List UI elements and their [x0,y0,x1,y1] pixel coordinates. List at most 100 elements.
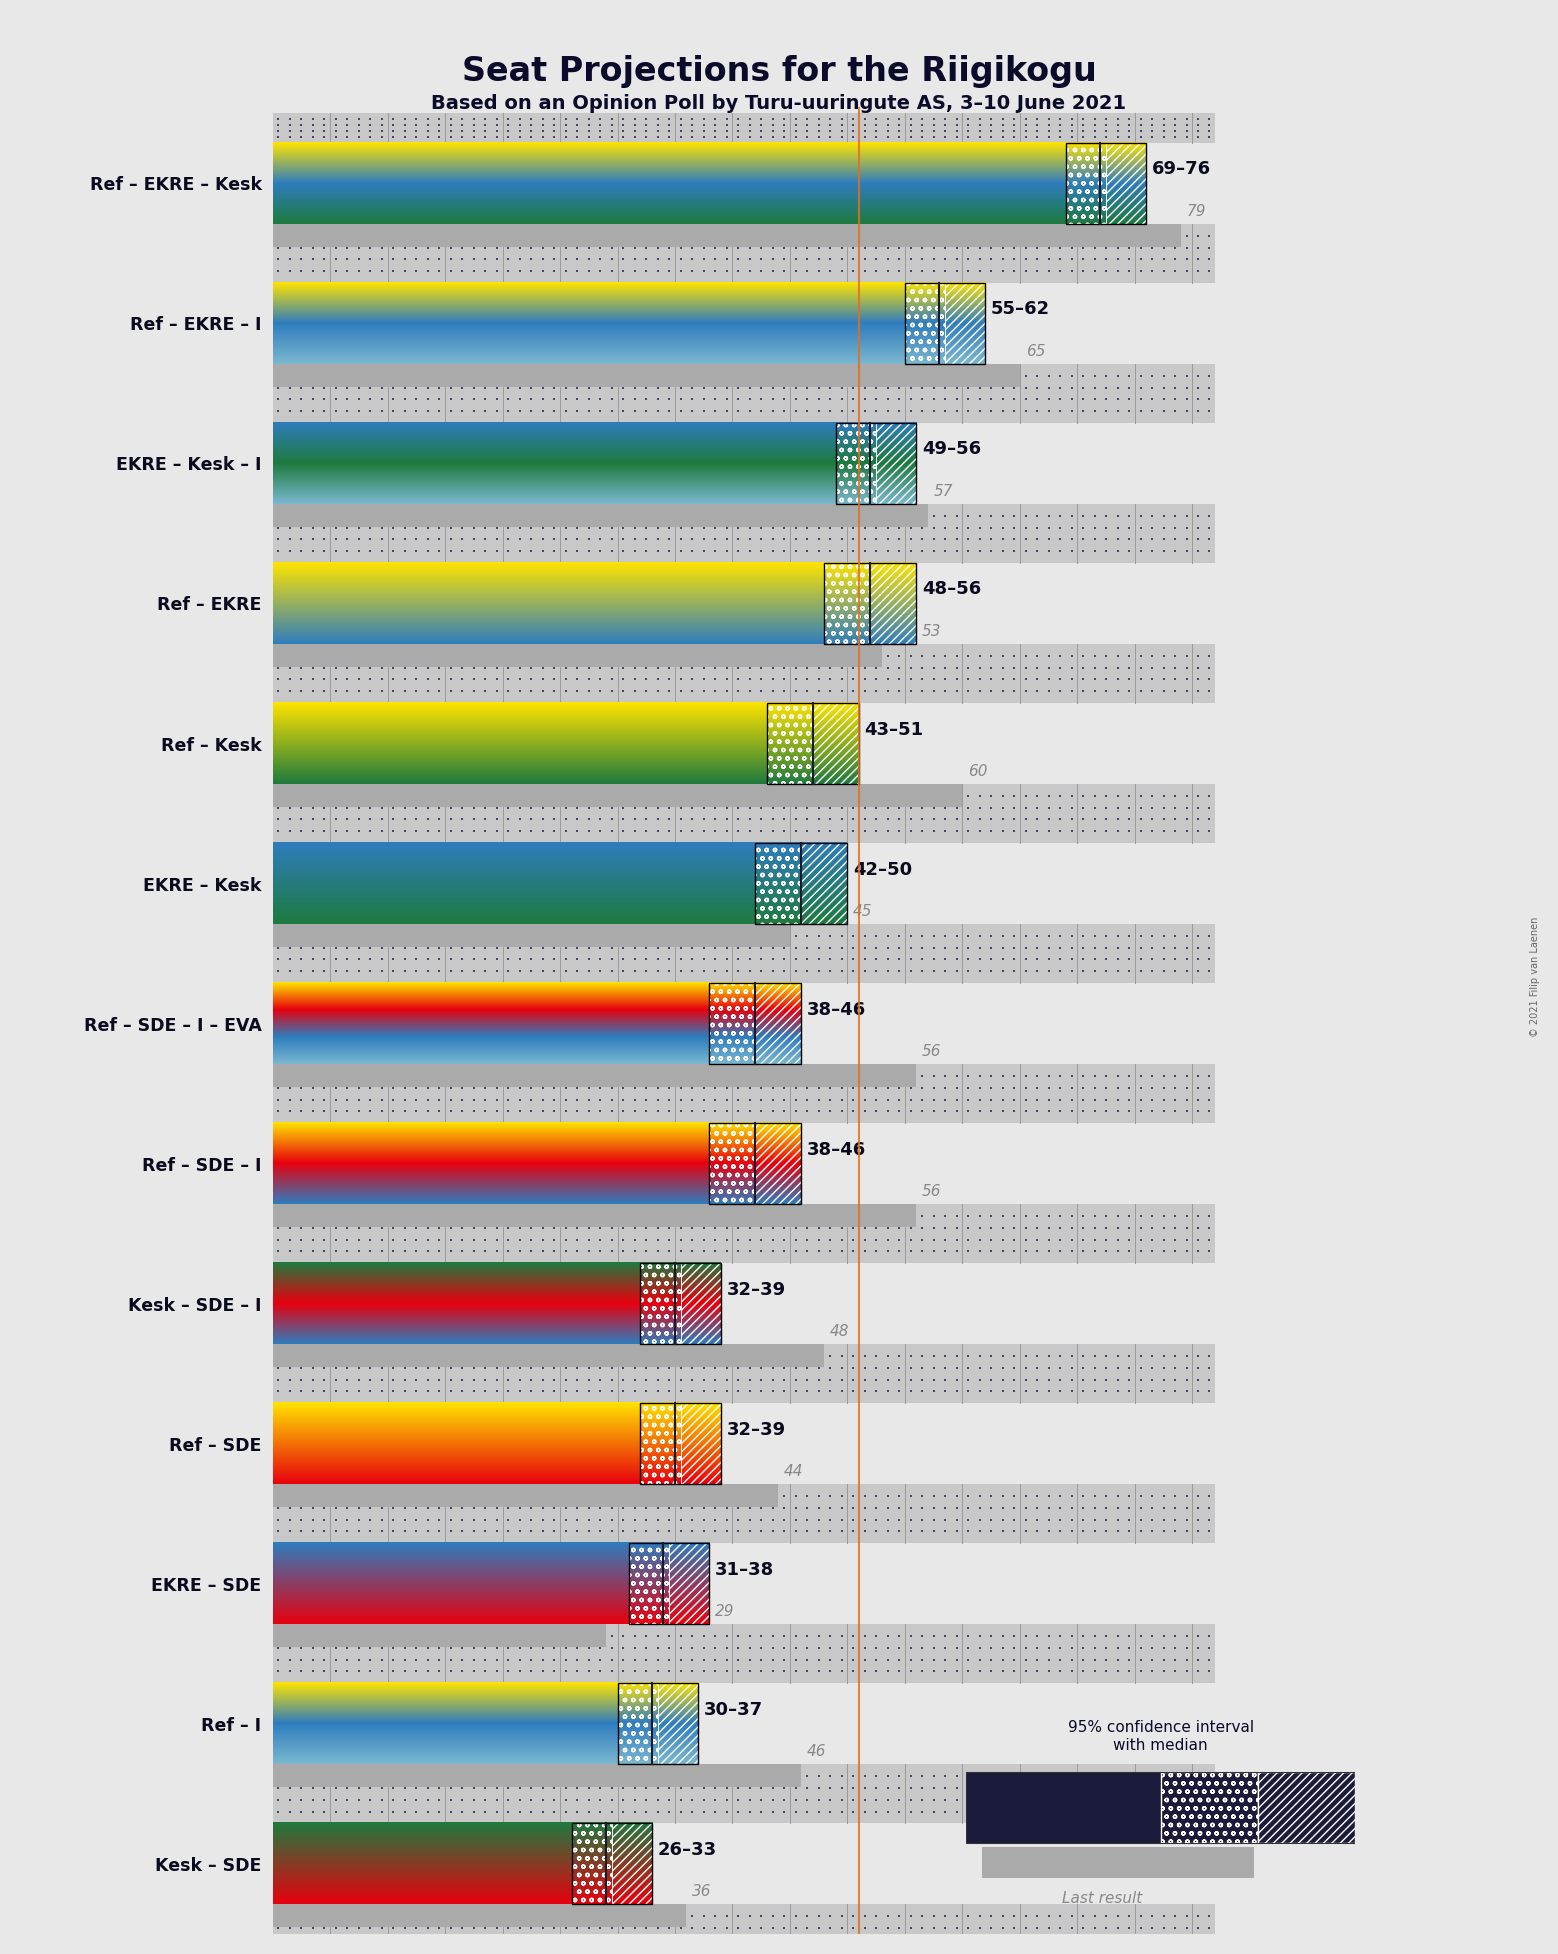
Point [416,664,441,696]
Point [450,1655,475,1686]
Point [416,1913,441,1944]
Point [852,1761,877,1792]
Point [933,1655,958,1686]
Point [266,1073,291,1104]
Bar [273,924,790,948]
Point [1083,956,1108,987]
Point [266,1936,291,1954]
Point [1002,1925,1027,1954]
Point [863,1352,888,1383]
Point [553,1505,578,1536]
Text: 49–56: 49–56 [922,440,982,459]
Point [784,1784,809,1815]
Point [726,244,751,276]
Point [657,233,682,264]
Point [358,1200,383,1231]
Point [1105,664,1130,696]
Point [795,1493,820,1524]
Point [1117,1340,1142,1372]
Point [358,1761,383,1792]
Point [438,1200,463,1231]
Point [784,1936,809,1954]
Point [472,1235,497,1266]
Point [312,233,337,264]
Point [495,920,520,952]
Point [288,920,313,952]
Point [1117,244,1142,276]
Point [749,1655,774,1686]
Point [485,1772,509,1804]
Point [863,1516,888,1548]
Point [852,535,877,567]
Point [760,676,785,707]
Point [933,1901,958,1933]
Point [703,500,728,531]
Point [1002,233,1027,264]
Point [841,664,866,696]
Point [1013,1493,1038,1524]
Point [495,780,520,811]
Point [1175,104,1200,135]
Point [829,109,854,141]
Point [472,1376,497,1407]
Point [955,676,980,707]
Point [324,383,349,414]
Point [795,1376,820,1407]
Point [955,1796,980,1827]
Point [622,233,647,264]
Point [863,1796,888,1827]
Point [668,1936,693,1954]
Point [1047,1761,1072,1792]
Point [1083,664,1108,696]
Point [1002,1516,1027,1548]
Point [1175,1643,1200,1675]
Point [760,115,785,147]
Point [393,1340,418,1372]
Point [760,641,785,672]
Point [416,1073,441,1104]
Point [726,932,751,963]
Point [1151,1223,1176,1254]
Point [921,383,946,414]
Point [703,104,728,135]
Point [1128,944,1153,975]
Point [1036,1235,1061,1266]
Point [978,1352,1003,1383]
Point [566,920,590,952]
Point [1139,1235,1164,1266]
Point [1047,1073,1072,1104]
Point [944,1061,969,1092]
Point [1025,535,1050,567]
Bar [273,225,1181,246]
Point [485,395,509,426]
Point [312,1796,337,1827]
Point [1197,653,1221,684]
Point [1175,920,1200,952]
Point [829,1772,854,1804]
Point [1025,1493,1050,1524]
Point [542,109,567,141]
Point [301,1620,326,1651]
Point [530,395,555,426]
Point [301,956,326,987]
Point [910,1223,935,1254]
Point [427,956,452,987]
Point [645,256,670,287]
Point [1025,1073,1050,1104]
Point [1013,1620,1038,1651]
Point [566,1364,590,1395]
Point [1117,1481,1142,1512]
Point [485,653,509,684]
Point [542,956,567,987]
Point [312,1235,337,1266]
Bar [837,422,876,504]
Point [1197,1643,1221,1675]
Point [737,104,762,135]
Bar [756,1124,801,1204]
Point [784,1655,809,1686]
Point [461,1376,486,1407]
Point [438,1073,463,1104]
Point [749,1516,774,1548]
Point [692,1200,717,1231]
Point [312,512,337,543]
